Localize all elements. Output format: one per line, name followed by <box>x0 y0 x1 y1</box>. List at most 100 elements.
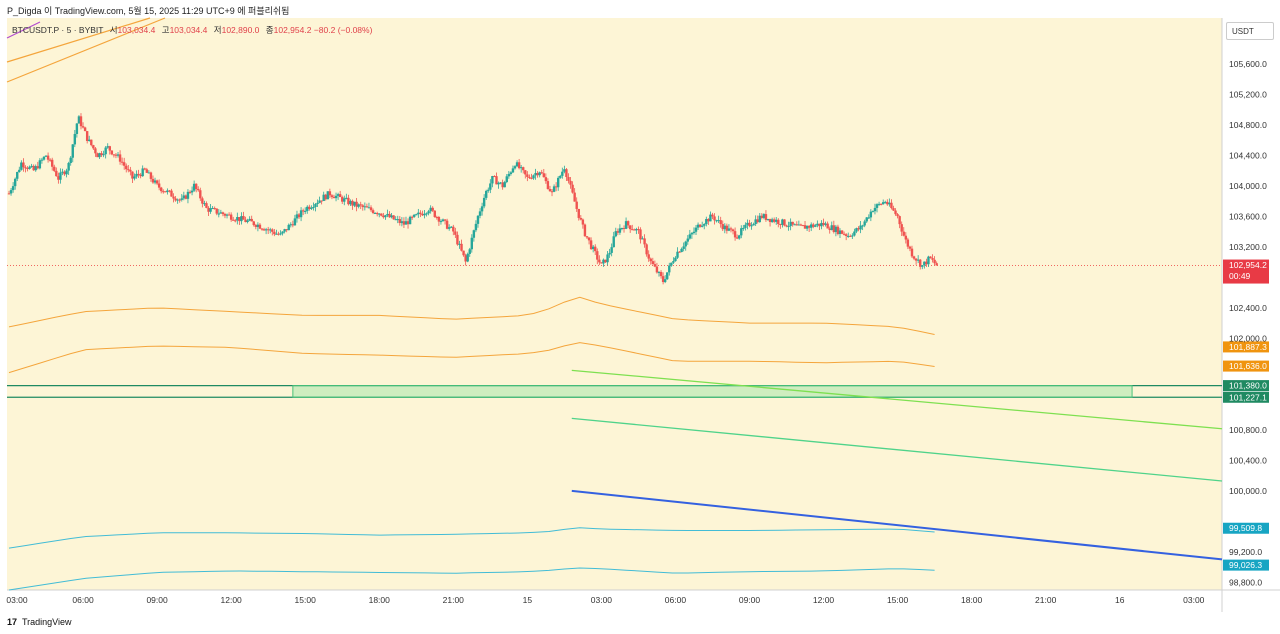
candle-body <box>567 177 570 181</box>
candle-body <box>392 215 395 220</box>
candle-body <box>789 221 792 227</box>
price-label-text: 99,026.3 <box>1229 560 1262 570</box>
candle-body <box>157 183 161 188</box>
candle-body <box>199 190 202 199</box>
candle-body <box>390 215 393 218</box>
legend-symbol[interactable]: BTCUSDT.P · 5 · BYBIT <box>12 25 104 35</box>
candle-body <box>423 213 426 216</box>
candle-body <box>363 206 367 208</box>
candle-body <box>88 139 91 141</box>
price-label-badge <box>1223 259 1269 284</box>
candle-body <box>388 213 391 218</box>
candle-body <box>694 227 698 232</box>
candle-body <box>184 195 188 199</box>
candle-body <box>20 162 23 170</box>
candle-body <box>281 231 284 234</box>
candle-body <box>772 219 776 222</box>
candle-body <box>36 166 39 169</box>
candle-body <box>838 230 842 235</box>
candle-body <box>826 223 829 229</box>
candle-body <box>785 225 788 227</box>
candle-body <box>266 229 270 231</box>
candle-body <box>676 251 679 258</box>
candle-body <box>361 205 364 207</box>
tradingview-brand[interactable]: TradingView <box>22 617 72 627</box>
tradingview-logo-icon[interactable]: 17 <box>7 617 18 627</box>
candle-body <box>90 139 93 146</box>
candle-body <box>135 173 138 177</box>
candle-body <box>417 212 420 215</box>
candle-body <box>820 222 823 227</box>
candle-body <box>678 251 681 253</box>
candle-body <box>659 271 663 277</box>
candle-body <box>493 176 496 178</box>
candle-body <box>326 191 330 200</box>
currency-button[interactable]: USDT <box>1226 22 1274 40</box>
candle-body <box>38 160 42 169</box>
candle-body <box>501 182 504 188</box>
candle-body <box>645 244 648 255</box>
time-tick-label: 16 <box>1115 595 1125 605</box>
candle-body <box>118 154 122 162</box>
price-tick-label: 98,800.0 <box>1229 577 1262 587</box>
candle-body <box>787 226 790 228</box>
candle-body <box>324 194 327 200</box>
candle-body <box>485 190 488 198</box>
candle-body <box>822 222 825 225</box>
candle-body <box>188 191 192 193</box>
legend-high: 103,034.4 <box>169 25 208 35</box>
candle-body <box>637 229 640 231</box>
symbol-legend[interactable]: BTCUSDT.P · 5 · BYBIT 시103,034.4 고103,03… <box>12 24 372 36</box>
candle-body <box>517 162 521 169</box>
candle-body <box>589 240 593 250</box>
candle-body <box>931 258 934 260</box>
price-chart[interactable]: 102,954.200:49101,887.3101,636.0101,380.… <box>0 0 1280 612</box>
candle-body <box>522 167 525 171</box>
candle-body <box>116 154 120 156</box>
candle-body <box>450 226 453 228</box>
candle-body <box>740 228 743 236</box>
candle-body <box>164 191 167 193</box>
time-tick-label: 15:00 <box>295 595 317 605</box>
candle-body <box>127 169 130 171</box>
candle-body <box>760 215 764 218</box>
candle-body <box>793 224 796 226</box>
candle-body <box>50 159 54 167</box>
candle-body <box>594 246 597 252</box>
candle-body <box>306 206 309 211</box>
candle-body <box>297 214 301 218</box>
candle-body <box>873 207 877 212</box>
candle-body <box>13 178 17 187</box>
candle-body <box>538 172 541 176</box>
price-tick-label: 104,000.0 <box>1229 181 1267 191</box>
candle-body <box>443 219 447 221</box>
candle-body <box>550 191 554 193</box>
candle-body <box>770 219 774 223</box>
candle-body <box>219 212 223 214</box>
candle-body <box>252 221 255 226</box>
candle-body <box>723 225 727 230</box>
candle-body <box>556 177 560 188</box>
candle-body <box>460 243 463 251</box>
candle-body <box>410 216 414 218</box>
candle-body <box>122 162 126 166</box>
candle-body <box>596 251 599 260</box>
candle-body <box>686 238 689 242</box>
candle-body <box>215 208 218 214</box>
candle-body <box>624 221 628 229</box>
candle-body <box>437 216 441 222</box>
candle-body <box>271 229 274 232</box>
candle-body <box>489 183 492 190</box>
candle-body <box>663 279 667 283</box>
candle-body <box>495 176 498 185</box>
purple-trendline <box>6 21 41 39</box>
candle-body <box>530 177 533 179</box>
candle-body <box>641 238 644 240</box>
candle-body <box>542 173 545 178</box>
candle-body <box>472 230 476 238</box>
candle-body <box>620 228 624 230</box>
candle-body <box>768 218 772 223</box>
candle-body <box>67 163 70 171</box>
candle-body <box>721 224 724 230</box>
candle-body <box>830 225 833 231</box>
